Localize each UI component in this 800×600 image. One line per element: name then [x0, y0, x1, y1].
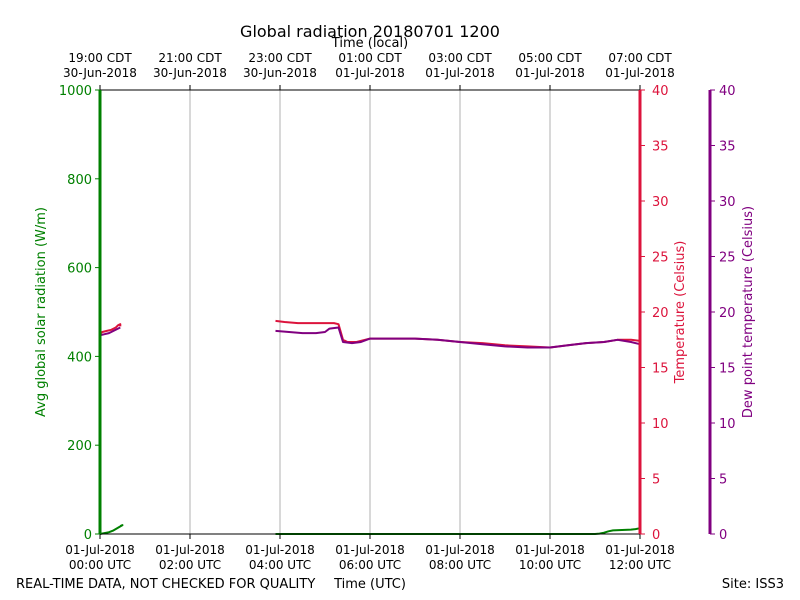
x-tick-label-date: 01-Jul-2018 [425, 543, 495, 557]
radiation-tick-label: 0 [84, 528, 92, 543]
x-tick-label-date: 01-Jul-2018 [155, 543, 225, 557]
top-tick-label-time: 23:00 CDT [248, 51, 312, 65]
x-tick-label-date: 01-Jul-2018 [335, 543, 405, 557]
top-tick-label-date: 30-Jun-2018 [243, 66, 317, 80]
radiation-axis-label: Avg global solar radiation (W/m) [34, 207, 49, 417]
x-tick-label-time: 04:00 UTC [249, 558, 311, 572]
dewpoint-tick-label: 5 [719, 473, 727, 488]
x-tick-label-date: 01-Jul-2018 [515, 543, 585, 557]
x-tick-label-date: 01-Jul-2018 [245, 543, 315, 557]
temperature-tick-label: 15 [652, 362, 669, 377]
top-tick-label-date: 01-Jul-2018 [605, 66, 675, 80]
x-tick-label-time: 02:00 UTC [159, 558, 221, 572]
radiation-tick-label: 600 [67, 262, 92, 277]
radiation-tick-label: 200 [67, 439, 92, 454]
dewpoint-series-line-1 [275, 326, 641, 349]
footer-quality-note: REAL-TIME DATA, NOT CHECKED FOR QUALITY [16, 577, 315, 592]
temperature-tick-label: 10 [652, 417, 669, 432]
temperature-tick-label: 20 [652, 306, 669, 321]
radiation-series-line-1 [275, 527, 641, 535]
x-tick-label-time: 12:00 UTC [609, 558, 671, 572]
dewpoint-tick-label: 35 [719, 140, 736, 155]
dewpoint-tick-label: 10 [719, 417, 736, 432]
top-tick-label-date: 30-Jun-2018 [63, 66, 137, 80]
temperature-tick-label: 40 [652, 84, 669, 99]
dewpoint-tick-label: 15 [719, 362, 736, 377]
x-tick-label-time: 08:00 UTC [429, 558, 491, 572]
dewpoint-series-line-0 [99, 326, 121, 337]
radiation-tick-label: 1000 [59, 84, 92, 99]
x-axis-label: Time (UTC) [333, 577, 406, 592]
top-tick-label-time: 01:00 CDT [338, 51, 402, 65]
top-tick-label-date: 01-Jul-2018 [425, 66, 495, 80]
top-tick-label-time: 19:00 CDT [68, 51, 132, 65]
x-tick-label-time: 06:00 UTC [339, 558, 401, 572]
top-tick-label-time: 03:00 CDT [428, 51, 492, 65]
top-tick-label-date: 01-Jul-2018 [335, 66, 405, 80]
temperature-tick-label: 25 [652, 251, 669, 266]
x-tick-label-date: 01-Jul-2018 [65, 543, 135, 557]
temperature-tick-label: 35 [652, 140, 669, 155]
dewpoint-tick-label: 25 [719, 251, 736, 266]
temperature-tick-label: 30 [652, 195, 669, 210]
dewpoint-tick-label: 40 [719, 84, 736, 99]
temperature-tick-label: 5 [652, 473, 660, 488]
temperature-tick-label: 0 [652, 528, 660, 543]
temperature-series-line-0 [99, 323, 122, 335]
x-tick-label-time: 10:00 UTC [519, 558, 581, 572]
x-tick-label-date: 01-Jul-2018 [605, 543, 675, 557]
top-tick-label-date: 01-Jul-2018 [515, 66, 585, 80]
x-tick-label-time: 00:00 UTC [69, 558, 131, 572]
top-tick-label-date: 30-Jun-2018 [153, 66, 227, 80]
radiation-series-line-0 [99, 524, 124, 535]
dewpoint-tick-label: 20 [719, 306, 736, 321]
dewpoint-axis-label: Dew point temperature (Celsius) [741, 206, 756, 418]
top-tick-label-time: 05:00 CDT [518, 51, 582, 65]
chart-title: Global radiation 20180701 1200 [240, 22, 500, 41]
radiation-tick-label: 400 [67, 350, 92, 365]
top-axis-label: Time (local) [331, 36, 408, 51]
top-tick-label-time: 07:00 CDT [608, 51, 672, 65]
dewpoint-tick-label: 30 [719, 195, 736, 210]
top-tick-label-time: 21:00 CDT [158, 51, 222, 65]
radiation-tick-label: 800 [67, 173, 92, 188]
dewpoint-tick-label: 0 [719, 528, 727, 543]
footer-site: Site: ISS3 [722, 577, 784, 592]
temperature-axis-label: Temperature (Celsius) [673, 241, 688, 385]
